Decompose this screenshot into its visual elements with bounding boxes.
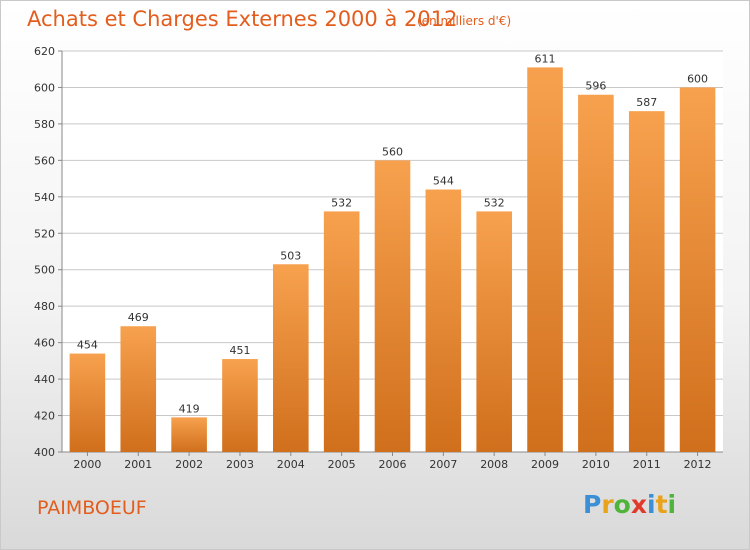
data-label: 419 <box>179 402 200 415</box>
x-tick-label: 2006 <box>379 458 407 471</box>
logo-letter: i <box>647 490 656 519</box>
bar <box>273 264 309 452</box>
y-tick-label: 560 <box>34 154 55 167</box>
y-tick-label: 420 <box>34 410 55 423</box>
y-tick-label: 480 <box>34 300 55 313</box>
x-tick-label: 2004 <box>277 458 305 471</box>
data-label: 454 <box>77 339 98 352</box>
bar <box>222 359 258 452</box>
chart-title: Achats et Charges Externes 2000 à 2012 <box>27 7 458 31</box>
bar <box>527 67 563 453</box>
y-tick-label: 460 <box>34 337 55 350</box>
logo-letter: i <box>667 490 677 519</box>
bar <box>171 417 207 452</box>
bar <box>679 87 716 453</box>
x-tick-label: 2010 <box>582 458 610 471</box>
bar <box>69 353 106 452</box>
x-tick-label: 2000 <box>73 458 101 471</box>
y-tick-label: 400 <box>34 446 55 459</box>
bar <box>476 211 512 452</box>
y-tick-label: 600 <box>34 81 55 94</box>
data-label: 532 <box>331 196 352 209</box>
x-tick-label: 2005 <box>328 458 356 471</box>
chart-subtitle: (en milliers d'€) <box>417 14 512 28</box>
logo-letter: o <box>613 490 631 519</box>
data-label: 469 <box>128 311 149 324</box>
data-label: 544 <box>433 175 454 188</box>
bar <box>628 111 665 453</box>
proxiti-logo: Proxiti <box>583 490 676 519</box>
data-label: 596 <box>585 80 606 93</box>
x-tick-label: 2008 <box>480 458 508 471</box>
data-label: 451 <box>229 344 250 357</box>
x-tick-label: 2009 <box>531 458 559 471</box>
x-tick-label: 2012 <box>684 458 712 471</box>
x-tick-label: 2011 <box>633 458 661 471</box>
data-label: 587 <box>636 96 657 109</box>
bar <box>374 160 411 452</box>
data-label: 532 <box>484 196 505 209</box>
x-tick-label: 2001 <box>124 458 152 471</box>
y-tick-label: 580 <box>34 118 55 131</box>
data-label: 503 <box>280 249 301 262</box>
logo-letter: P <box>583 490 602 519</box>
logo-letter: r <box>601 490 614 519</box>
bar <box>323 211 360 452</box>
x-tick-label: 2003 <box>226 458 254 471</box>
data-label: 600 <box>687 72 708 85</box>
bar <box>425 189 462 452</box>
y-tick-label: 620 <box>34 45 55 58</box>
bar <box>578 94 614 452</box>
y-tick-label: 540 <box>34 191 55 204</box>
x-tick-label: 2007 <box>429 458 457 471</box>
logo-letter: t <box>655 490 668 519</box>
town-name: PAIMBOEUF <box>37 497 147 519</box>
bar <box>120 326 157 452</box>
y-tick-label: 520 <box>34 227 55 240</box>
data-label: 611 <box>535 52 556 65</box>
logo-letter: x <box>630 490 647 519</box>
y-tick-label: 500 <box>34 264 55 277</box>
y-tick-label: 440 <box>34 373 55 386</box>
x-tick-label: 2002 <box>175 458 203 471</box>
data-label: 560 <box>382 145 403 158</box>
